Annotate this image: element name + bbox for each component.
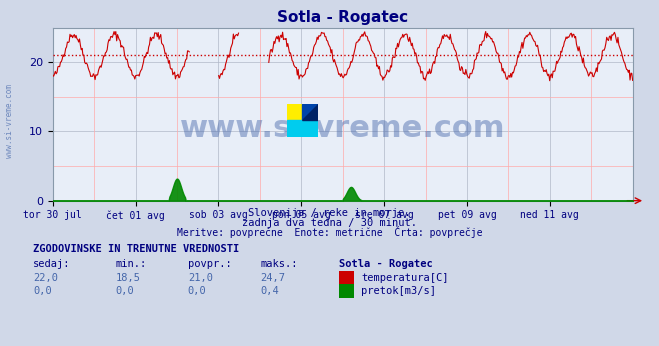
Text: povpr.:: povpr.: — [188, 259, 231, 269]
Text: min.:: min.: — [115, 259, 146, 269]
Text: 0,0: 0,0 — [188, 286, 206, 296]
Text: 18,5: 18,5 — [115, 273, 140, 283]
Text: 22,0: 22,0 — [33, 273, 58, 283]
Polygon shape — [287, 120, 318, 137]
Text: sedaj:: sedaj: — [33, 259, 71, 269]
Text: ZGODOVINSKE IN TRENUTNE VREDNOSTI: ZGODOVINSKE IN TRENUTNE VREDNOSTI — [33, 244, 239, 254]
Bar — [302, 104, 318, 120]
Text: 24,7: 24,7 — [260, 273, 285, 283]
Text: Meritve: povprečne  Enote: metrične  Črta: povprečje: Meritve: povprečne Enote: metrične Črta:… — [177, 226, 482, 238]
Text: temperatura[C]: temperatura[C] — [361, 273, 449, 283]
Text: 21,0: 21,0 — [188, 273, 213, 283]
Text: Sotla - Rogatec: Sotla - Rogatec — [339, 259, 433, 269]
Text: www.si-vreme.com: www.si-vreme.com — [180, 113, 505, 143]
Text: 0,0: 0,0 — [33, 286, 51, 296]
Text: Slovenija / reke in morje.: Slovenija / reke in morje. — [248, 208, 411, 218]
Text: 0,4: 0,4 — [260, 286, 279, 296]
Bar — [287, 104, 302, 120]
Text: maks.:: maks.: — [260, 259, 298, 269]
Text: zadnja dva tedna / 30 minut.: zadnja dva tedna / 30 minut. — [242, 218, 417, 228]
Text: pretok[m3/s]: pretok[m3/s] — [361, 286, 436, 296]
Title: Sotla - Rogatec: Sotla - Rogatec — [277, 10, 408, 25]
Polygon shape — [302, 104, 318, 120]
Text: www.si-vreme.com: www.si-vreme.com — [5, 84, 14, 158]
Text: 0,0: 0,0 — [115, 286, 134, 296]
